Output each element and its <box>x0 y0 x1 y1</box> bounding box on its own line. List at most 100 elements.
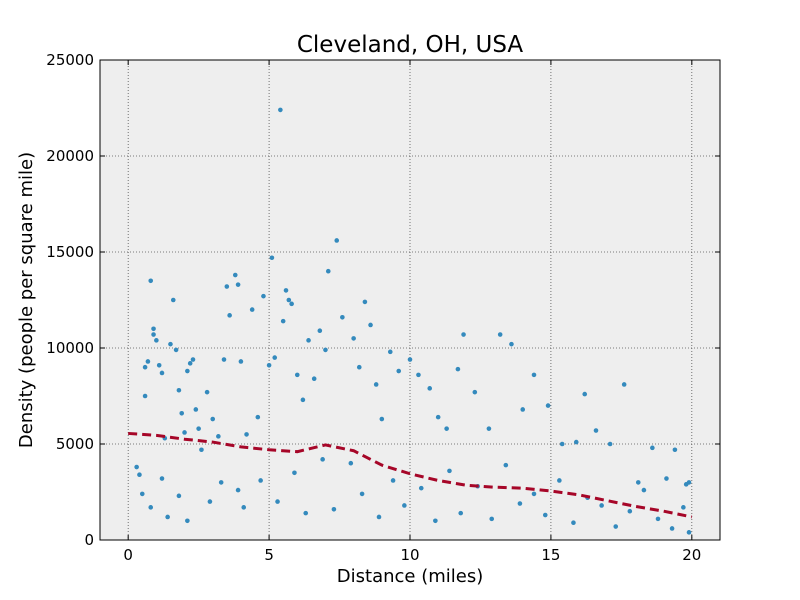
data-point <box>283 288 289 293</box>
x-tick-label: 10 <box>400 546 419 564</box>
data-point <box>199 447 204 453</box>
data-point <box>545 403 551 408</box>
data-point <box>418 485 424 491</box>
data-point <box>641 487 647 493</box>
data-point <box>325 268 331 274</box>
data-point <box>444 426 449 431</box>
data-point <box>607 441 613 447</box>
data-point <box>368 322 373 328</box>
data-point <box>416 372 421 378</box>
data-point <box>238 359 244 364</box>
data-point <box>621 382 627 387</box>
data-point <box>151 326 156 332</box>
x-tick-label: 5 <box>264 546 274 564</box>
data-point <box>407 357 413 362</box>
data-point <box>210 416 216 422</box>
data-point <box>187 361 193 366</box>
data-point <box>402 503 407 508</box>
data-point <box>193 407 199 412</box>
data-point <box>489 516 495 522</box>
data-point <box>170 297 176 303</box>
data-point <box>289 301 294 307</box>
data-point <box>168 341 173 347</box>
y-tick-label: 20000 <box>46 147 94 165</box>
data-point <box>334 238 340 243</box>
data-point <box>255 414 261 420</box>
data-point <box>280 318 286 324</box>
data-point <box>269 255 275 261</box>
data-point <box>635 480 641 485</box>
data-point <box>134 464 139 470</box>
data-point <box>159 370 165 376</box>
data-point <box>557 478 562 483</box>
data-point <box>292 470 297 476</box>
y-tick-label: 0 <box>84 531 94 549</box>
x-tick-label: 15 <box>541 546 560 564</box>
data-point <box>503 462 509 468</box>
data-point <box>627 508 633 514</box>
data-point <box>142 364 148 370</box>
data-point <box>241 505 247 510</box>
data-point <box>159 476 165 481</box>
data-point <box>686 480 692 485</box>
data-point <box>356 364 362 370</box>
data-point <box>351 336 356 341</box>
data-point <box>686 530 692 535</box>
data-point <box>145 359 151 364</box>
y-axis-label: Density (people per square mile) <box>16 152 37 448</box>
y-tick-label: 10000 <box>46 339 94 357</box>
data-point <box>148 278 154 284</box>
data-point <box>348 460 354 466</box>
data-point <box>559 441 565 447</box>
data-point <box>359 491 365 497</box>
data-point <box>221 357 227 362</box>
data-point <box>517 501 523 506</box>
data-point <box>323 347 328 353</box>
data-point <box>207 499 213 504</box>
data-point <box>458 510 464 516</box>
y-tick-label: 5000 <box>56 435 94 453</box>
data-point <box>520 407 526 412</box>
data-point <box>165 514 170 520</box>
data-point <box>139 491 145 497</box>
data-point <box>151 332 156 337</box>
data-point <box>681 505 686 510</box>
data-point <box>317 328 323 334</box>
data-point <box>227 313 232 318</box>
data-point <box>216 434 221 439</box>
data-point <box>154 338 159 343</box>
data-point <box>447 468 452 474</box>
data-point <box>669 526 675 531</box>
data-point <box>664 476 669 481</box>
data-point <box>244 432 249 437</box>
data-point <box>599 503 604 508</box>
data-point <box>531 491 537 497</box>
data-point <box>249 307 255 312</box>
y-tick-label: 25000 <box>46 51 94 69</box>
data-point <box>204 389 210 395</box>
data-point <box>390 478 396 483</box>
data-point <box>261 293 266 299</box>
data-point <box>655 516 661 522</box>
data-point <box>311 376 317 382</box>
chart-title: Cleveland, OH, USA <box>297 32 524 58</box>
data-point <box>275 499 280 504</box>
data-point <box>258 478 263 483</box>
data-point <box>331 506 337 512</box>
data-point <box>461 332 466 337</box>
y-tick-label: 15000 <box>46 243 94 261</box>
data-point <box>573 439 579 445</box>
data-point <box>190 357 196 362</box>
x-tick-label: 0 <box>123 546 133 564</box>
data-point <box>185 368 190 374</box>
data-point <box>509 341 514 347</box>
data-point <box>593 428 599 433</box>
data-point <box>176 387 182 393</box>
data-point <box>235 487 241 493</box>
data-point <box>396 368 402 374</box>
data-point <box>340 314 345 320</box>
data-point <box>373 382 379 387</box>
data-point <box>300 397 306 403</box>
data-point <box>531 372 537 378</box>
